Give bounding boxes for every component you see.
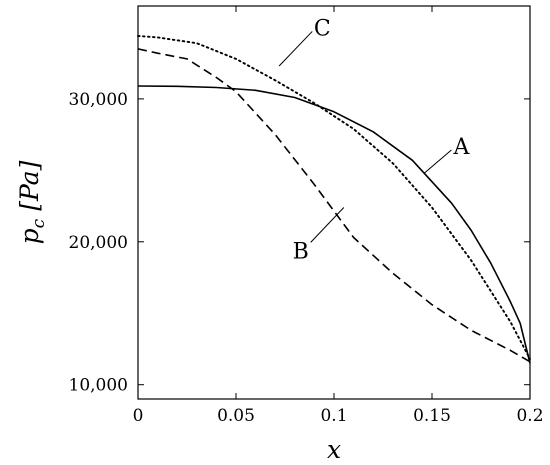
x-axis-title: x (327, 435, 341, 464)
y-tick-label: 10,000 (69, 376, 128, 396)
x-tick-label: 0 (133, 406, 144, 426)
series-b-line (137, 48, 531, 363)
tick-layer: 0 0.05 0.1 0.15 0.2 10,000 20,000 30,000 (69, 6, 544, 426)
y-axis-symbol: p (15, 228, 44, 244)
series-a-line (137, 85, 531, 364)
y-axis-unit: [Pa] (15, 160, 44, 210)
series-c-line (137, 35, 531, 360)
y-tick-label: 30,000 (69, 90, 128, 110)
x-tick-label: 0.15 (413, 406, 451, 426)
series-layer (137, 35, 531, 364)
curve-a-label: A (452, 135, 470, 160)
y-tick-label: 20,000 (69, 233, 128, 253)
curve-c-leader (278, 31, 313, 67)
curve-b-leader (310, 207, 345, 243)
y-axis-subscript: c (29, 218, 49, 228)
x-tick-label: 0.05 (217, 406, 255, 426)
x-tick-label: 0.2 (516, 406, 543, 426)
x-tick-label: 0.1 (320, 406, 347, 426)
curve-c-label: C (314, 16, 331, 41)
y-axis-title: pc [Pa] (15, 160, 49, 244)
annotation-layer: A B C (278, 16, 470, 264)
curve-a-leader (423, 149, 452, 174)
curve-b-label: B (293, 239, 309, 264)
